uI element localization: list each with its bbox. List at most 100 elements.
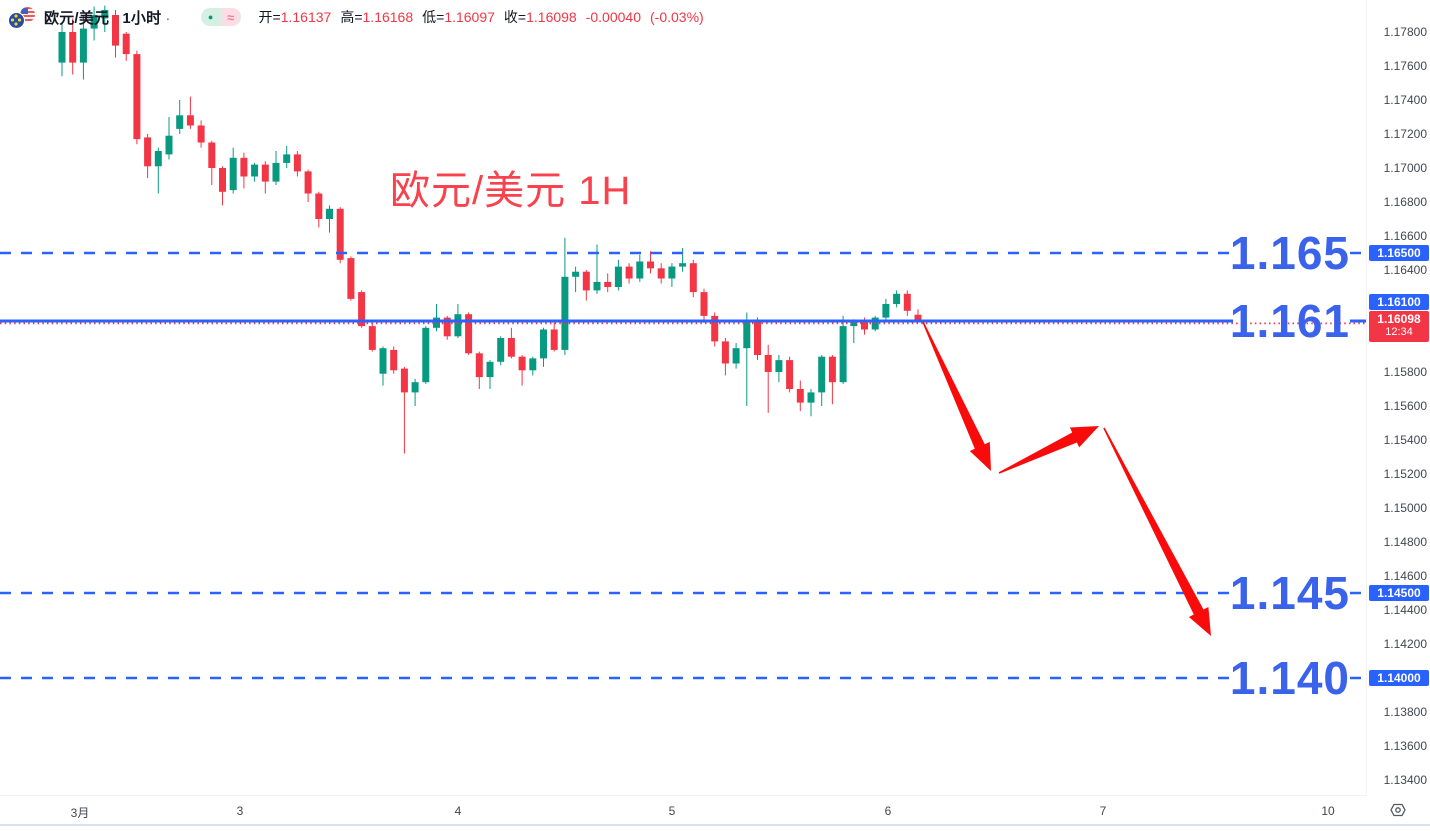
- price-axis-badge: 1.14000: [1369, 670, 1429, 686]
- candle: [390, 346, 398, 374]
- candle: [101, 5, 109, 32]
- candle: [636, 254, 644, 282]
- candle: [679, 247, 687, 272]
- price-axis-badge: 1.16500: [1369, 245, 1429, 261]
- candle: [197, 120, 205, 148]
- candle: [240, 152, 248, 189]
- level-price-label: 1.161: [1229, 295, 1350, 347]
- candle: [90, 6, 98, 41]
- price-tick-label: 1.17600: [1383, 58, 1427, 73]
- candle: [176, 100, 184, 134]
- price-tick-label: 1.16400: [1383, 262, 1427, 277]
- low-value: 1.16097: [444, 9, 495, 25]
- price-tick-label: 1.15800: [1383, 364, 1427, 379]
- candle: [625, 263, 633, 284]
- legend-separator: ·: [113, 9, 119, 27]
- price-axis-badge: 1.14500: [1369, 585, 1429, 601]
- trend-arrows: [922, 321, 1211, 636]
- candle: [561, 237, 569, 355]
- time-axis-label: 3月: [70, 806, 90, 820]
- change-value: -0.00040: [585, 9, 641, 25]
- candle: [882, 298, 890, 321]
- candle: [315, 191, 323, 228]
- candle: [304, 169, 312, 202]
- candle: [818, 355, 826, 406]
- price-tick-label: 1.14200: [1383, 636, 1427, 651]
- last-price-value: 1.16098: [1377, 312, 1421, 327]
- candle: [465, 312, 473, 355]
- price-tick-label: 1.13600: [1383, 738, 1427, 753]
- price-tick-label: 1.16800: [1383, 194, 1427, 209]
- high-label: 高=: [340, 9, 363, 25]
- level-price-label: 1.165: [1229, 227, 1350, 279]
- interval-label[interactable]: 1小时: [122, 9, 162, 27]
- candle: [122, 32, 130, 61]
- price-tick-label: 1.17800: [1383, 24, 1427, 39]
- candle: [336, 207, 344, 264]
- candle: [208, 140, 216, 185]
- price-axis-badge: 1.16100: [1369, 294, 1429, 310]
- symbol-name: 欧元/美元: [44, 9, 110, 27]
- candle: [443, 315, 451, 340]
- time-axis-label: 6: [884, 804, 892, 818]
- price-tick-label: 1.16600: [1383, 228, 1427, 243]
- candle: [154, 147, 162, 194]
- price-tick-label: 1.15000: [1383, 500, 1427, 515]
- candle: [283, 145, 291, 168]
- annotation-watermark-title: 欧元/美元 1H: [390, 169, 632, 213]
- candlestick-series: [58, 5, 922, 454]
- gear-icon: [1390, 803, 1406, 816]
- candle: [475, 351, 483, 389]
- price-level-lines: [0, 251, 1366, 680]
- low-label: 低=: [422, 9, 445, 25]
- candle: [433, 304, 440, 332]
- candle: [400, 366, 408, 454]
- candle: [754, 317, 761, 361]
- candle: [668, 263, 676, 287]
- candle: [550, 322, 558, 352]
- candle: [293, 151, 301, 177]
- candle: [518, 355, 526, 386]
- price-tick-label: 1.15400: [1383, 432, 1427, 447]
- candle: [775, 355, 783, 383]
- candle: [647, 251, 654, 274]
- time-axis-label: 10: [1321, 804, 1335, 818]
- projection-arrow[interactable]: [998, 426, 1099, 474]
- candle: [732, 343, 740, 369]
- price-axis[interactable]: 1.16500 1.16100 1.14500 1.14000 1.16098 12:34…: [1366, 0, 1430, 795]
- candle: [186, 96, 194, 129]
- price-tick-label: 1.14800: [1383, 534, 1427, 549]
- symbol-title[interactable]: 欧元/美元 · 1小时 ·: [44, 7, 175, 28]
- candle: [326, 205, 333, 233]
- last-price-badge: 1.16098 12:34: [1369, 311, 1429, 343]
- candle: [743, 312, 751, 406]
- window-bottom-edge: [0, 824, 1430, 826]
- candle: [711, 312, 719, 347]
- projection-arrow[interactable]: [922, 321, 991, 471]
- eu-flag-icon: [8, 12, 25, 29]
- chart-legend[interactable]: 欧元/美元 · 1小时 · ● ≈ 开= 1.16137 高= 1.16168 低= 1.160…: [8, 5, 713, 29]
- close-label: 收=: [503, 9, 527, 25]
- candle: [79, 15, 87, 80]
- price-tick-label: 1.13400: [1383, 772, 1427, 787]
- candle: [368, 322, 376, 352]
- candle: [58, 21, 66, 77]
- delayed-data-approx-icon: ≈: [220, 8, 241, 26]
- candle: [422, 326, 430, 384]
- candle: [764, 344, 772, 413]
- candle: [507, 327, 515, 359]
- candle: [529, 356, 537, 376]
- candle: [700, 288, 708, 323]
- projection-arrow[interactable]: [1103, 427, 1211, 636]
- price-tick-label: 1.15600: [1383, 398, 1427, 413]
- time-axis-label: 3: [236, 804, 244, 818]
- candle: [903, 290, 911, 316]
- price-tick-label: 1.13800: [1383, 704, 1427, 719]
- axis-settings-button[interactable]: [1366, 795, 1430, 824]
- candle: [786, 356, 794, 393]
- ohlc-readout: 开= 1.16137 高= 1.16168 低= 1.16097 收= 1.16098 -0.0…: [259, 7, 713, 27]
- candle: [540, 327, 547, 367]
- candle: [807, 389, 815, 417]
- market-status-pill[interactable]: ● ≈: [200, 8, 241, 26]
